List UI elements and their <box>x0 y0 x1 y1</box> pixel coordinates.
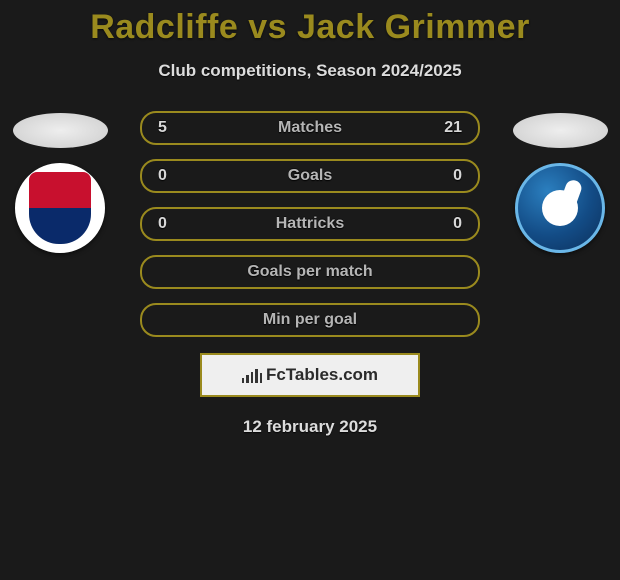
comparison-date: 12 february 2025 <box>0 417 620 437</box>
stat-label: Goals per match <box>142 263 478 281</box>
comparison-body: 5 Matches 21 0 Goals 0 0 Hattricks 0 Goa… <box>0 111 620 351</box>
page-title: Radcliffe vs Jack Grimmer <box>0 0 620 47</box>
stat-label: Min per goal <box>142 311 478 329</box>
bar-chart-icon <box>242 367 262 383</box>
comparison-card: Radcliffe vs Jack Grimmer Club competiti… <box>0 0 620 580</box>
brand-link[interactable]: FcTables.com <box>200 353 420 397</box>
crawley-shield-icon <box>29 172 91 244</box>
stat-row-hattricks: 0 Hattricks 0 <box>140 207 480 241</box>
right-player-slot <box>500 111 620 253</box>
page-subtitle: Club competitions, Season 2024/2025 <box>0 61 620 81</box>
stat-row-goals-per-match: Goals per match <box>140 255 480 289</box>
left-player-slot <box>0 111 120 253</box>
left-club-badge-icon <box>15 163 105 253</box>
right-player-photo <box>513 113 608 148</box>
stat-label: Goals <box>142 167 478 185</box>
stat-row-matches: 5 Matches 21 <box>140 111 480 145</box>
stat-rows: 5 Matches 21 0 Goals 0 0 Hattricks 0 Goa… <box>140 111 480 351</box>
stat-label: Hattricks <box>142 215 478 233</box>
left-player-photo <box>13 113 108 148</box>
brand-text: FcTables.com <box>266 365 378 385</box>
right-club-badge-icon <box>515 163 605 253</box>
stat-row-min-per-goal: Min per goal <box>140 303 480 337</box>
swan-icon <box>542 190 578 226</box>
stat-row-goals: 0 Goals 0 <box>140 159 480 193</box>
stat-label: Matches <box>142 119 478 137</box>
